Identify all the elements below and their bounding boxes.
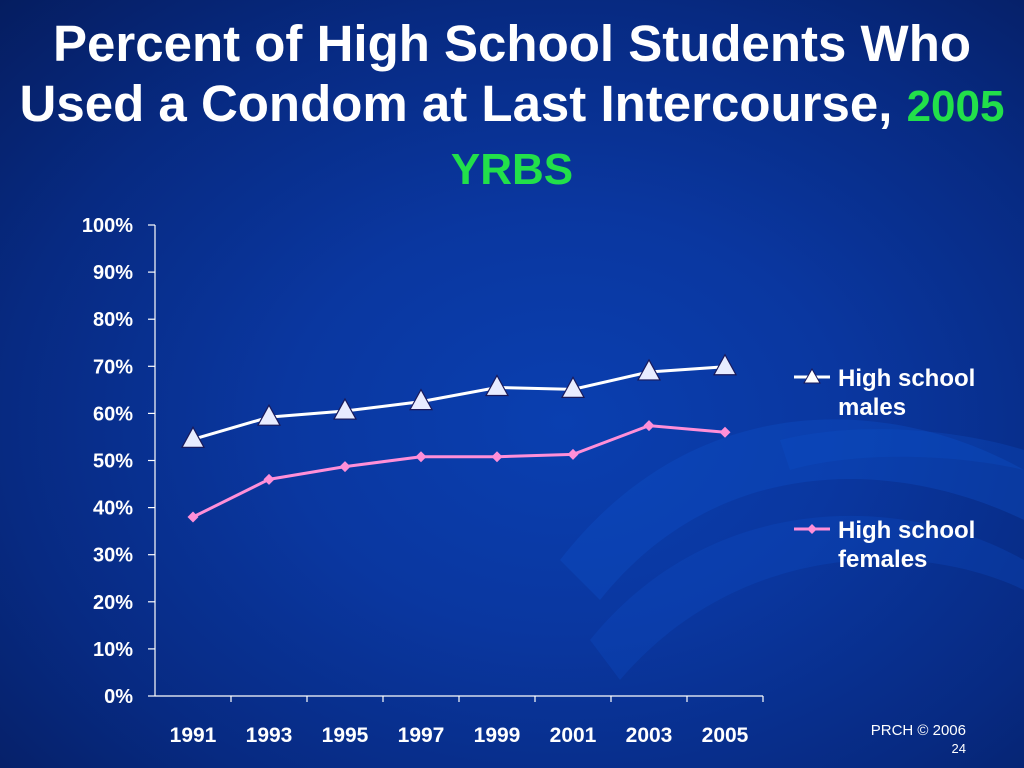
data-point-males	[332, 397, 358, 420]
data-point-males	[712, 353, 738, 376]
data-point-females	[415, 451, 427, 463]
y-tick-label: 60%	[93, 403, 133, 425]
legend-label-females: High school females	[838, 517, 976, 573]
x-tick-label: 1993	[246, 724, 293, 747]
data-point-females	[491, 451, 503, 463]
data-point-males	[180, 426, 206, 448]
data-point-males	[560, 376, 586, 398]
x-tick-label: 1991	[170, 724, 217, 747]
legend-label-males: High school males	[838, 365, 976, 421]
series-line-males	[192, 365, 726, 441]
y-tick-label: 90%	[93, 262, 133, 284]
x-tick-label: 2001	[550, 724, 597, 747]
data-point-females	[567, 448, 579, 460]
data-point-females	[643, 420, 655, 432]
data-point-females	[187, 511, 199, 523]
data-point-females	[339, 461, 351, 473]
legend-item-males: High school males	[792, 364, 1018, 422]
x-tick-label: 1999	[474, 724, 521, 747]
data-point-males	[484, 374, 510, 397]
x-tick-label: 1995	[322, 724, 369, 747]
legend-item-females: High school females	[792, 516, 1018, 574]
footer-credit: PRCH © 2006	[870, 722, 966, 739]
slide-title: Percent of High School Students Who Used…	[0, 14, 1024, 200]
data-point-males	[256, 403, 282, 426]
y-tick-label: 80%	[93, 309, 133, 331]
slide-footer: PRCH © 2006 24	[871, 722, 966, 758]
y-tick-label: 40%	[93, 498, 133, 520]
legend-swatch-females	[794, 524, 830, 534]
data-point-males	[636, 358, 662, 381]
x-tick-label: 2005	[702, 724, 749, 747]
y-tick-label: 20%	[93, 592, 133, 614]
y-tick-label: 100%	[82, 215, 133, 237]
title-main: Percent of High School Students Who Used…	[19, 15, 971, 132]
x-tick-label: 2003	[626, 724, 673, 747]
title-accent: 2005 YRBS	[450, 82, 1005, 194]
page-number: 24	[951, 741, 966, 756]
x-tick-label: 1997	[398, 724, 445, 747]
y-tick-label: 50%	[93, 451, 133, 473]
data-point-females	[719, 426, 731, 438]
y-tick-label: 0%	[104, 686, 133, 708]
y-tick-label: 30%	[93, 545, 133, 567]
data-point-males	[408, 388, 434, 411]
y-tick-label: 70%	[93, 356, 133, 378]
y-tick-label: 10%	[93, 639, 133, 661]
data-point-females	[263, 473, 275, 485]
legend-swatch-males	[794, 367, 830, 384]
series-line-females	[192, 424, 726, 519]
